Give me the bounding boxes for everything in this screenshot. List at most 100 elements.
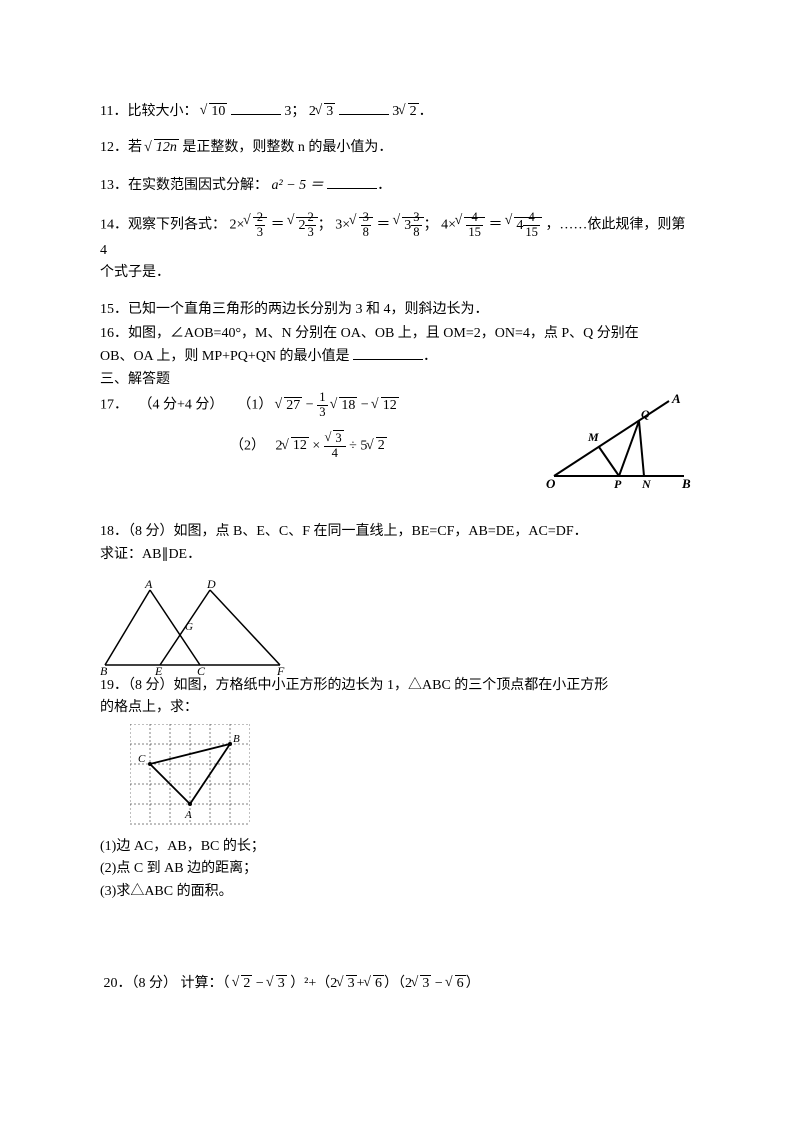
sqrt-12b: 12	[283, 435, 309, 457]
sqrt-6: 6	[365, 973, 384, 995]
q15-num: 15．	[100, 302, 128, 317]
q14-eq3: ＝	[488, 218, 502, 233]
question-15: 15．已知一个直角三角形的两边长分别为 3 和 4，则斜边长为．	[100, 299, 694, 321]
question-19: 19．（8 分）如图，方格纸中小正方形的边长为 1，△ABC 的三个顶点都在小正…	[100, 675, 694, 720]
svg-text:O: O	[546, 476, 556, 491]
sqrt-6b: 6	[446, 973, 465, 995]
blank-2	[339, 100, 389, 115]
q17-minus2: −	[361, 398, 369, 413]
sqrt-12n: 12n	[146, 137, 179, 159]
svg-text:C: C	[197, 664, 206, 675]
svg-text:M: M	[587, 430, 599, 444]
svg-text:G: G	[185, 621, 193, 633]
sqrt-f1: 23	[244, 211, 267, 240]
q17-p2: （2）	[230, 438, 265, 453]
sqrt-2b: 2	[367, 435, 386, 457]
sqrt-m3: 4415	[506, 211, 542, 240]
q17-minus1: −	[306, 398, 314, 413]
q17-p1: （1）	[237, 398, 272, 413]
q17-times: ×	[312, 438, 320, 453]
sqrt-f3: 415	[456, 211, 485, 240]
sqrt-3e: 3	[412, 973, 431, 995]
svg-text:B: B	[681, 476, 691, 491]
q13-t1: 在实数范围因式分解：	[128, 178, 268, 193]
svg-text:A: A	[144, 580, 153, 591]
q13-expr: a² − 5 ＝	[272, 178, 324, 193]
blank-1	[231, 100, 281, 115]
sqrt-10: 10	[201, 101, 227, 123]
q14-line2: 个式子是．	[100, 262, 694, 284]
question-11: 11．比较大小： 10 3； 23 32．	[100, 100, 694, 123]
q18-num: 18．	[100, 524, 128, 539]
svg-text:F: F	[276, 664, 285, 675]
q18-l2: 求证：AB∥DE．	[100, 547, 201, 562]
sqrt-2a: 2	[399, 101, 418, 123]
q12-t2: 是正整数，则整数 n 的最小值为．	[182, 140, 392, 155]
q14-semi1: ；	[318, 218, 332, 233]
q14-num: 14．	[100, 218, 128, 233]
sqrt-3a: 3	[316, 101, 335, 123]
question-14: 14．观察下列各式： 2×23 ＝ 223； 3×38 ＝ 338； 4×415…	[100, 211, 694, 284]
q15-t: 已知一个直角三角形的两边长分别为 3 和 4，则斜边长为．	[128, 302, 489, 317]
q16-l1: 如图，∠AOB=40°，M、N 分别在 OA、OB 上，且 OM=2，ON=4，…	[128, 326, 639, 341]
q16-l2: OB、OA 上，则 MP+PQ+QN 的最小值是	[100, 349, 350, 364]
q20-minus2: −	[435, 976, 443, 991]
q11-period: ．	[419, 104, 433, 119]
svg-text:P: P	[614, 477, 622, 491]
figure-17: O A B M N P Q	[544, 391, 694, 491]
question-18: 18．（8 分）如图，点 B、E、C、F 在同一直线上，BE=CF，AB=DE，…	[100, 521, 694, 566]
blank-4	[353, 345, 423, 360]
svg-text:C: C	[138, 753, 146, 765]
svg-text:Q: Q	[641, 407, 650, 421]
q14-t1: 观察下列各式：	[128, 218, 226, 233]
q16-num: 16．	[100, 326, 128, 341]
q11-t1: 比较大小：	[127, 104, 197, 119]
sqrt-f2: 38	[350, 211, 373, 240]
svg-text:B: B	[233, 733, 240, 745]
question-17: 17． （4 分+4 分） （1） 27 − 13 18 − 12 （2） 21…	[100, 391, 544, 460]
q19-num: 19．	[100, 678, 128, 693]
frac-13: 13	[317, 391, 327, 420]
svg-text:N: N	[641, 477, 652, 491]
q14-semi2: ；	[424, 218, 438, 233]
svg-text:A: A	[671, 391, 681, 406]
question-17-row: 17． （4 分+4 分） （1） 27 − 13 18 − 12 （2） 21…	[100, 391, 694, 491]
blank-3	[327, 174, 377, 189]
q16-period: ．	[423, 349, 437, 364]
question-16: 16．如图，∠AOB=40°，M、N 分别在 OA、OB 上，且 OM=2，ON…	[100, 323, 694, 369]
q14-eq2: ＝	[376, 218, 390, 233]
svg-text:A: A	[184, 809, 192, 821]
q20-minus: −	[256, 976, 264, 991]
q12-t1: 若	[128, 140, 142, 155]
q20-t2: ）²+（	[290, 976, 330, 991]
q19-l2: 的格点上，求：	[100, 700, 198, 715]
q17-pts: （4 分+4 分）	[139, 398, 224, 413]
q20-num: 20．	[104, 976, 132, 991]
q14-eq1: ＝	[271, 218, 285, 233]
q19-l1: （8 分）如图，方格纸中小正方形的边长为 1，△ABC 的三个顶点都在小正方形	[128, 678, 608, 693]
sqrt-2c: 2	[233, 973, 252, 995]
q13-num: 13．	[100, 178, 128, 193]
q19-s2: (2)点 C 到 AB 边的距离；	[100, 858, 694, 880]
question-12: 12．若 12n 是正整数，则整数 n 的最小值为．	[100, 137, 694, 159]
q13-period: ．	[377, 178, 391, 193]
sqrt-12: 12	[372, 395, 398, 417]
q19-s3: (3)求△ABC 的面积。	[100, 881, 694, 903]
figure-18: A D B E C F G	[100, 580, 694, 675]
sqrt-3c: 3	[267, 973, 286, 995]
figure-19: A B C	[130, 724, 694, 834]
question-13: 13．在实数范围因式分解： a² − 5 ＝ ．	[100, 174, 694, 197]
q18-l1: （8 分）如图，点 B、E、C、F 在同一直线上，BE=CF，AB=DE，AC=…	[128, 524, 588, 539]
q11-t2: 3；	[284, 104, 305, 119]
q11-num: 11．	[100, 104, 127, 119]
question-20: 20．（8 分） 计算：（ 2 − 3 ）²+（23+6）（23 − 6）	[100, 973, 694, 995]
q20-t4: ）	[466, 976, 480, 991]
sqrt-18: 18	[331, 395, 357, 417]
sqrt-3d: 3	[337, 973, 356, 995]
frac-s3-4: 34	[324, 432, 346, 461]
svg-text:D: D	[206, 580, 216, 591]
q17-div: ÷	[349, 438, 357, 453]
sqrt-m2: 338	[394, 211, 424, 240]
sqrt-m1: 223	[288, 211, 318, 240]
q12-num: 12．	[100, 140, 128, 155]
